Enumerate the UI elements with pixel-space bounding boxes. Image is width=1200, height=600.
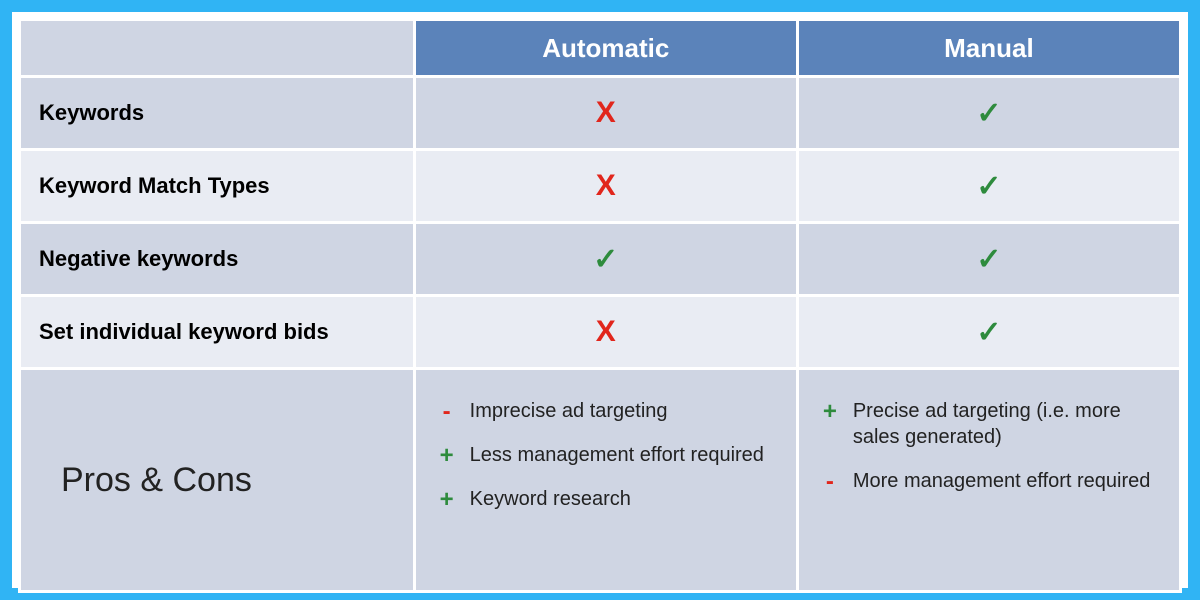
- proscons-text: Keyword research: [470, 486, 774, 512]
- proscons-label: Pros & Cons: [21, 370, 413, 590]
- row-label: Set individual keyword bids: [21, 297, 413, 367]
- proscons-manual: + Precise ad targeting (i.e. more sales g…: [799, 370, 1179, 590]
- header-manual: Manual: [799, 21, 1179, 75]
- proscons-item: + Keyword research: [438, 486, 774, 512]
- minus-icon: -: [821, 470, 839, 494]
- plus-icon: +: [438, 444, 456, 468]
- proscons-text: More management effort required: [853, 468, 1157, 494]
- proscons-item: -More management effort required: [821, 468, 1157, 494]
- header-automatic: Automatic: [416, 21, 796, 75]
- check-icon: ✓: [799, 151, 1179, 221]
- table-row: Set individual keyword bidsX✓: [21, 297, 1179, 367]
- table-body: KeywordsX✓Keyword Match TypesX✓Negative …: [21, 78, 1179, 590]
- proscons-row: Pros & Cons-Imprecise ad targeting+Less …: [21, 370, 1179, 590]
- proscons-text: Imprecise ad targeting: [470, 398, 774, 424]
- table-row: Keyword Match TypesX✓: [21, 151, 1179, 221]
- row-label: Negative keywords: [21, 224, 413, 294]
- cross-icon: X: [416, 151, 796, 221]
- proscons-list: -Imprecise ad targeting + Less management …: [438, 398, 774, 512]
- check-icon: ✓: [799, 224, 1179, 294]
- comparison-frame: Automatic Manual KeywordsX✓Keyword Match…: [12, 12, 1188, 588]
- proscons-list: + Precise ad targeting (i.e. more sales g…: [821, 398, 1157, 494]
- row-label: Keyword Match Types: [21, 151, 413, 221]
- minus-icon: -: [438, 400, 456, 424]
- proscons-item: + Less management effort required: [438, 442, 774, 468]
- comparison-table: Automatic Manual KeywordsX✓Keyword Match…: [18, 18, 1182, 593]
- table-row: Negative keywords✓✓: [21, 224, 1179, 294]
- plus-icon: +: [821, 400, 839, 424]
- row-label: Keywords: [21, 78, 413, 148]
- cross-icon: X: [416, 78, 796, 148]
- proscons-text: Less management effort required: [470, 442, 774, 468]
- plus-icon: +: [438, 488, 456, 512]
- check-icon: ✓: [799, 78, 1179, 148]
- check-icon: ✓: [416, 224, 796, 294]
- proscons-item: -Imprecise ad targeting: [438, 398, 774, 424]
- cross-icon: X: [416, 297, 796, 367]
- check-icon: ✓: [799, 297, 1179, 367]
- proscons-item: + Precise ad targeting (i.e. more sales g…: [821, 398, 1157, 450]
- header-row: Automatic Manual: [21, 21, 1179, 75]
- proscons-text: Precise ad targeting (i.e. more sales ge…: [853, 398, 1157, 450]
- table-row: KeywordsX✓: [21, 78, 1179, 148]
- proscons-automatic: -Imprecise ad targeting + Less management …: [416, 370, 796, 590]
- header-blank: [21, 21, 413, 75]
